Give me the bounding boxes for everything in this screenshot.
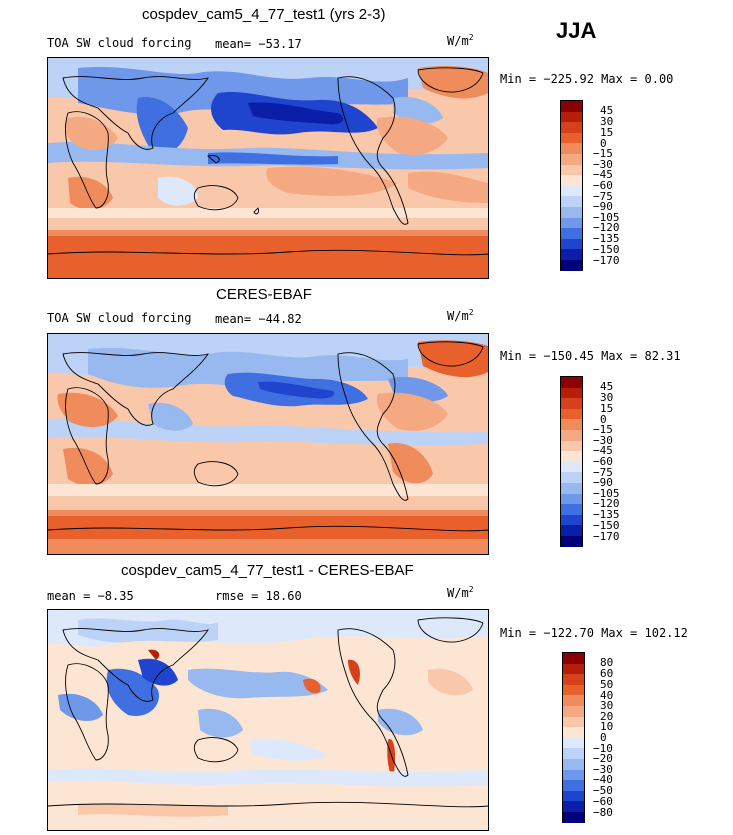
- cb2-label: −170: [593, 530, 620, 543]
- panel3-rmse: rmse = 18.60: [215, 589, 302, 603]
- panel1-title: cospdev_cam5_4_77_test1 (yrs 2-3): [142, 6, 386, 23]
- cb1-label: −105: [593, 211, 620, 224]
- panel2-title: CERES-EBAF: [216, 286, 312, 303]
- cb3-label: 20: [600, 710, 614, 723]
- cb1-label: 15: [600, 126, 614, 139]
- cb2-label: −30: [593, 434, 613, 447]
- panel2-units: W/m2: [447, 308, 474, 323]
- cb2-label: −75: [593, 466, 613, 479]
- cb1-label: −150: [593, 243, 620, 256]
- cb2-label: 0: [600, 413, 607, 426]
- panel3-map: [47, 609, 489, 831]
- cb2-label: −120: [593, 497, 620, 510]
- season-label: JJA: [556, 18, 597, 43]
- cb3-label: 50: [600, 678, 614, 691]
- cb3-label: 60: [600, 667, 614, 680]
- cb2-label: −105: [593, 487, 620, 500]
- cb3-label: −40: [593, 773, 613, 786]
- cb3-label: −80: [593, 806, 613, 819]
- panel1-map: [47, 57, 489, 279]
- panel3-colorbar: [562, 652, 585, 823]
- cb1-label: 0: [600, 137, 607, 150]
- cb3-label: 40: [600, 689, 614, 702]
- panel1-mean: mean= −53.17: [215, 37, 302, 51]
- cb2-label: 45: [600, 380, 614, 393]
- cb3-label: 10: [600, 720, 614, 733]
- panel2-map: [47, 333, 489, 555]
- panel1-subtitle: TOA SW cloud forcing: [47, 36, 192, 50]
- cb2-label: −90: [593, 476, 613, 489]
- cb3-label: 30: [600, 699, 614, 712]
- panel3-mean: mean = −8.35: [47, 589, 134, 603]
- cb2-label: −135: [593, 508, 620, 521]
- cb3-label: −60: [593, 795, 613, 808]
- cb3-label: −20: [593, 752, 613, 765]
- panel3-title: cospdev_cam5_4_77_test1 - CERES-EBAF: [121, 562, 414, 579]
- panel2-mean: mean= −44.82: [215, 312, 302, 326]
- cb1-label: −75: [593, 190, 613, 203]
- cb2-label: 15: [600, 402, 614, 415]
- cb3-label: 80: [600, 656, 614, 669]
- cb3-label: −50: [593, 784, 613, 797]
- cb1-label: −15: [593, 147, 613, 160]
- panel1-minmax: Min = −225.92 Max = 0.00: [500, 72, 674, 86]
- panel1-units: W/m2: [447, 33, 474, 48]
- cb1-label: 45: [600, 104, 614, 117]
- cb1-label: −30: [593, 158, 613, 171]
- cb3-label: 0: [600, 731, 607, 744]
- cb1-label: 30: [600, 115, 614, 128]
- panel3-units: W/m2: [447, 585, 474, 600]
- cb1-label: −135: [593, 232, 620, 245]
- cb2-label: −45: [593, 444, 613, 457]
- panel2-colorbar: [560, 376, 583, 547]
- cb1-label: −90: [593, 200, 613, 213]
- panel2-minmax: Min = −150.45 Max = 82.31: [500, 349, 681, 363]
- cb1-label: −45: [593, 168, 613, 181]
- cb1-label: −60: [593, 179, 613, 192]
- cb2-label: 30: [600, 391, 614, 404]
- cb3-label: −30: [593, 763, 613, 776]
- cb2-label: −60: [593, 455, 613, 468]
- panel2-subtitle: TOA SW cloud forcing: [47, 311, 192, 325]
- panel1-colorbar: [560, 100, 583, 271]
- cb2-label: −150: [593, 519, 620, 532]
- panel3-minmax: Min = −122.70 Max = 102.12: [500, 626, 688, 640]
- cb1-label: −120: [593, 221, 620, 234]
- cb2-label: −15: [593, 423, 613, 436]
- cb1-label: −170: [593, 254, 620, 267]
- cb3-label: −10: [593, 742, 613, 755]
